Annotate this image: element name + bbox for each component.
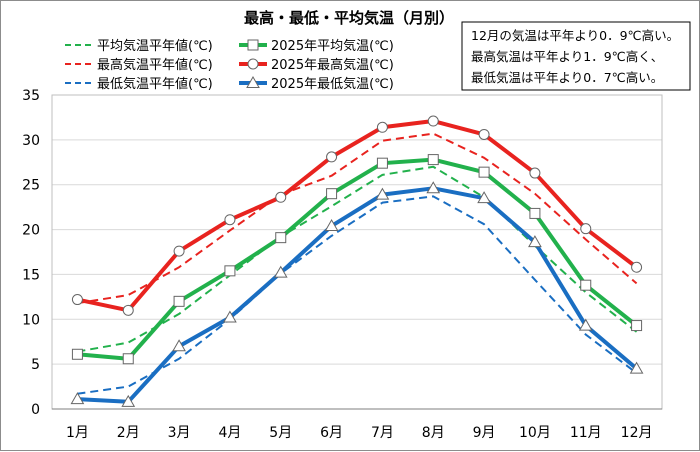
data-point (122, 304, 134, 316)
series-line (77, 132, 638, 305)
series-line (77, 186, 638, 404)
data-point (427, 115, 439, 127)
data-point (427, 154, 439, 166)
y-tick-label: 30 (22, 133, 40, 149)
x-tick-label: 2月 (117, 425, 140, 441)
y-tick-label: 35 (22, 88, 40, 104)
data-point (121, 394, 136, 407)
x-tick-label: 10月 (519, 425, 551, 441)
data-point (426, 181, 441, 194)
axes: 0 5 10 15 20 25 30 35 1月 2月 3月 4月 5月 6月 7月 8月 9月 10月 11月 12… (22, 88, 663, 441)
series-group (70, 115, 644, 407)
x-tick-label: 3月 (168, 425, 191, 441)
x-tick-label: 6月 (320, 425, 343, 441)
data-point (631, 261, 643, 273)
data-point (224, 265, 236, 277)
x-tick-label: 9月 (473, 425, 496, 441)
data-point (326, 188, 338, 200)
data-point (375, 187, 390, 200)
data-point (478, 128, 490, 140)
gridlines (52, 94, 662, 365)
legend-item: 最高気温平年値(℃) (65, 57, 213, 73)
data-point (376, 157, 388, 169)
chart-title: 最高・最低・平均気温（月別） (244, 9, 454, 27)
legend: 平均気温平年値(℃) 2025年平均気温(℃) 最高気温平年値(℃) 2025年最高気… (65, 38, 394, 92)
x-tick-label: 11月 (570, 425, 602, 441)
data-point (580, 279, 592, 291)
data-point (478, 166, 490, 178)
data-point (275, 191, 287, 203)
data-point (122, 353, 134, 365)
y-tick-label: 0 (31, 402, 40, 418)
data-point (529, 207, 541, 219)
legend-marker (246, 75, 260, 88)
data-point (326, 151, 338, 163)
y-tick-label: 15 (22, 267, 40, 283)
legend-label: 2025年平均気温(℃) (271, 38, 394, 54)
annotation-text: 12月の気温は平年より0．9℃高い。 (471, 28, 679, 43)
y-tick-label: 10 (22, 312, 40, 328)
data-point (70, 392, 85, 405)
x-tick-label: 8月 (422, 425, 445, 441)
data-point (477, 191, 491, 204)
annotation-text: 最低気温は平年より0．7℃高い。 (471, 70, 663, 85)
x-tick-label: 1月 (66, 425, 89, 441)
data-point (172, 339, 186, 352)
annotation-frame (461, 21, 691, 91)
data-point (275, 232, 287, 244)
annotation-text: 最高気温は平年より1．9℃高く、 (471, 49, 663, 64)
data-point (173, 245, 185, 257)
data-point (578, 318, 593, 331)
series-3 (77, 132, 638, 305)
legend-label: 最高気温平年値(℃) (97, 57, 213, 73)
data-point (223, 310, 237, 323)
legend-label: 最低気温平年値(℃) (97, 76, 213, 92)
series-6 (70, 181, 644, 407)
y-tick-label: 20 (22, 223, 40, 239)
data-point (273, 265, 288, 278)
legend-label: 2025年最低気温(℃) (271, 76, 394, 92)
y-tick-label: 25 (22, 178, 40, 194)
x-tick-label: 12月 (621, 425, 653, 441)
legend-item: 最低気温平年値(℃) (65, 76, 213, 92)
data-point (71, 348, 83, 360)
x-tick-label: 7月 (371, 425, 394, 441)
x-tick-label: 5月 (269, 425, 292, 441)
series-2 (71, 154, 643, 365)
data-point (529, 167, 541, 179)
data-point (71, 294, 83, 306)
data-point (629, 361, 644, 374)
annotation-box: 12月の気温は平年より0．9℃高い。最高気温は平年より1．9℃高く、最低気温は平… (461, 21, 691, 91)
data-point (376, 121, 388, 133)
series-line (77, 195, 638, 395)
legend-item: 2025年平均気温(℃) (239, 38, 394, 54)
data-point (528, 235, 542, 248)
data-point (580, 223, 592, 235)
series-line (77, 119, 638, 313)
data-point (631, 320, 643, 332)
series-4 (71, 115, 643, 316)
legend-item: 2025年最低気温(℃) (239, 75, 394, 92)
y-tick-label: 5 (31, 357, 40, 373)
legend-marker (247, 39, 259, 51)
legend-item: 平均気温平年値(℃) (65, 38, 213, 54)
legend-item: 2025年最高気温(℃) (239, 57, 394, 73)
data-point (224, 214, 236, 226)
series-5 (77, 195, 638, 395)
data-point (324, 218, 339, 231)
legend-label: 2025年最高気温(℃) (271, 57, 394, 73)
series-line (77, 157, 638, 361)
x-tick-label: 4月 (218, 425, 241, 441)
legend-marker (247, 58, 259, 70)
data-point (173, 295, 185, 307)
legend-label: 平均気温平年値(℃) (97, 38, 213, 54)
